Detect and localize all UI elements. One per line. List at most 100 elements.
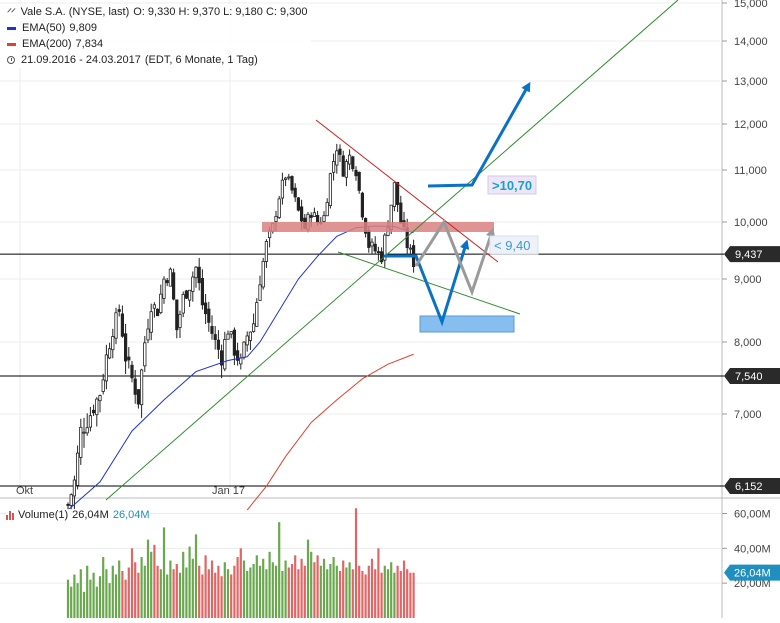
candle	[357, 171, 361, 194]
volume-bar	[114, 574, 118, 618]
candle	[280, 172, 285, 205]
y-tick-label: 7,000	[734, 409, 762, 421]
candle-body	[88, 415, 92, 428]
volume-bar	[226, 569, 230, 618]
volume-bar	[188, 546, 191, 618]
candle-body	[344, 161, 349, 178]
candle	[114, 307, 118, 345]
candle	[312, 207, 317, 218]
candle-body	[379, 251, 384, 263]
candle	[104, 344, 108, 390]
volume-axis: 60,00M 40,00M 20,00M	[0, 508, 771, 590]
volume-bar	[297, 569, 300, 618]
legend-ema50-row[interactable]: EMA(50) 9,809	[7, 20, 308, 36]
candle-body	[181, 294, 185, 314]
volume-bar	[402, 560, 406, 618]
candle	[341, 150, 345, 177]
candle-body	[287, 176, 291, 179]
candle-body	[392, 182, 397, 207]
candle-body	[197, 266, 201, 284]
candle-body	[111, 336, 115, 351]
candle	[360, 191, 365, 221]
y-tick-label: 15,000	[734, 0, 768, 10]
volume-bar	[166, 574, 169, 618]
volume-bar	[143, 565, 146, 618]
ema200-line	[246, 353, 414, 511]
candle	[120, 305, 124, 338]
legend-ema200-row[interactable]: EMA(200) 7,834	[7, 36, 308, 52]
candle-body	[194, 266, 198, 279]
candle	[165, 277, 169, 287]
volume-bar	[124, 579, 127, 618]
scenario-arrow-bull	[427, 81, 531, 188]
candles	[66, 143, 416, 510]
candle-body	[226, 333, 230, 340]
candle	[383, 233, 387, 268]
volume-legend[interactable]: Volume(1) 26,04M 26,04M	[6, 509, 150, 521]
volume-bar	[223, 562, 226, 618]
candle	[261, 257, 265, 290]
volume-bar	[169, 560, 172, 618]
candle-body	[143, 342, 147, 367]
candle-body	[354, 170, 358, 177]
candle	[392, 182, 397, 212]
volume-bar	[230, 574, 233, 618]
legend-title: Vale S.A. (NYSE, last)	[20, 6, 130, 18]
candle-body	[251, 323, 256, 332]
candle	[152, 302, 156, 318]
y-tick-label: 12,000	[734, 119, 768, 131]
candle	[283, 176, 288, 187]
candle-body	[312, 212, 317, 217]
volume-bar	[191, 558, 194, 618]
candle-body	[373, 243, 377, 252]
candle-body	[207, 308, 211, 323]
volume-bar	[412, 572, 415, 618]
candle-body	[239, 357, 243, 365]
candle-body	[325, 202, 329, 217]
candle-body	[139, 369, 144, 406]
volume-bar	[322, 558, 326, 618]
volume-bar	[303, 565, 306, 618]
scenario-arrow-bear	[384, 239, 470, 327]
volume-bar	[73, 574, 76, 618]
candle	[379, 247, 384, 265]
volume-bar	[393, 572, 396, 618]
candle	[79, 418, 83, 465]
candle-body	[203, 302, 208, 315]
candle-body	[95, 398, 99, 416]
x-tick-label: Jan 17	[212, 485, 245, 497]
candle-body	[347, 154, 352, 165]
volume-bar	[214, 572, 217, 618]
trendline-support	[105, 0, 679, 501]
candle-body	[255, 302, 259, 327]
candle	[216, 330, 220, 359]
candle-body	[210, 326, 214, 334]
grid-lines	[0, 0, 720, 496]
volume-bar	[249, 567, 252, 618]
volume-bar	[198, 565, 201, 618]
support-zone	[419, 315, 515, 333]
x-axis-ticks: Okt Jan 17	[16, 485, 245, 497]
volume-bar	[140, 557, 143, 618]
volume-bar	[319, 565, 322, 618]
volume-value-2: 26,04M	[112, 509, 150, 521]
candle-body	[98, 395, 102, 402]
candle	[155, 308, 160, 317]
volume-bar	[342, 560, 345, 618]
candle-body	[370, 241, 374, 247]
candle	[395, 181, 400, 212]
volume-tick-label: 40,00M	[734, 543, 771, 555]
candle-body	[376, 251, 381, 253]
price-levels: 9,437 7,540 6,152	[0, 246, 780, 494]
legend-ohlc: O: 9,330 H: 9,370 L: 9,180 C: 9,300	[133, 6, 308, 18]
ohlc-icon: 𝄍𝄍	[7, 6, 16, 17]
candle-body	[72, 479, 76, 497]
candle	[143, 336, 147, 373]
candle-body	[133, 378, 137, 395]
candle-body	[408, 247, 413, 250]
candle	[139, 368, 144, 418]
volume-bar	[361, 570, 364, 618]
candle	[168, 267, 172, 287]
volume-bar	[290, 564, 294, 618]
candle	[229, 331, 233, 339]
